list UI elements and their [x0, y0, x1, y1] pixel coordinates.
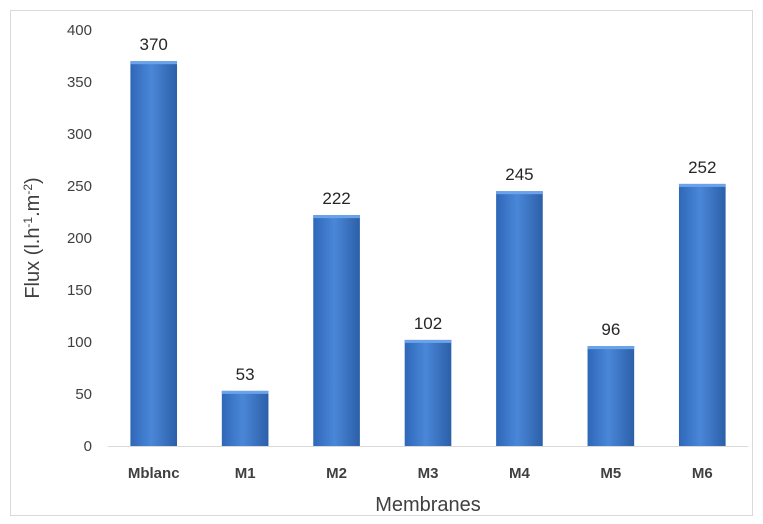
y-tick-label: 400 — [67, 22, 92, 39]
x-axis-ticks: Mblanc M1 M2 M3 M4 M5 M6 — [128, 465, 713, 482]
x-tick-label-m1: M1 — [235, 465, 256, 482]
data-labels: 370 53 222 102 245 96 252 — [140, 35, 717, 384]
x-tick-label-m5: M5 — [600, 465, 621, 482]
data-label-m1: 53 — [236, 365, 255, 384]
bar-m5 — [587, 346, 635, 446]
y-tick-label: 50 — [75, 386, 92, 403]
y-tick-label: 300 — [67, 126, 92, 143]
y-tick-label: 350 — [67, 74, 92, 91]
y-tick-label: 0 — [84, 438, 92, 455]
bar-top-highlight — [130, 61, 178, 65]
bar-top-highlight — [587, 346, 635, 350]
data-label-m4: 245 — [505, 165, 533, 184]
y-axis-title-sup2: -2 — [21, 184, 35, 195]
bar-top-highlight — [496, 191, 543, 195]
y-axis-title-sup1: -1 — [21, 217, 35, 228]
bar-m2 — [313, 215, 360, 446]
bar-m4 — [496, 191, 543, 446]
data-label-m2: 222 — [322, 189, 350, 208]
y-tick-label: 200 — [67, 230, 92, 247]
bar-top-highlight — [404, 339, 452, 343]
bar-top-highlight — [678, 183, 726, 187]
y-axis-title-mid: .m — [22, 195, 44, 217]
data-label-m6: 252 — [688, 158, 716, 177]
x-tick-label-m2: M2 — [326, 465, 347, 482]
y-tick-label: 250 — [67, 178, 92, 195]
chart-frame — [10, 10, 753, 516]
y-axis-title-end: ) — [22, 177, 44, 184]
x-tick-label-m4: M4 — [509, 465, 530, 482]
data-label-m5: 96 — [601, 320, 620, 339]
bar-m3 — [404, 339, 452, 446]
y-tick-label: 100 — [67, 334, 92, 351]
y-tick-label: 150 — [67, 282, 92, 299]
bar-top-highlight — [221, 390, 269, 394]
bar-m1 — [221, 390, 269, 446]
bar-top-highlight — [313, 215, 360, 219]
bar-m6 — [678, 183, 726, 447]
y-axis-title-main: Flux (l.h — [22, 228, 44, 299]
data-label-mblanc: 370 — [140, 35, 168, 54]
y-axis-ticks: 0 50 100 150 200 250 300 350 400 — [67, 22, 92, 455]
y-axis-title: Flux (l.h-1.m-2) — [21, 177, 44, 298]
data-label-m3: 102 — [414, 314, 442, 333]
x-tick-label-m3: M3 — [418, 465, 439, 482]
bar-mblanc — [130, 61, 178, 446]
x-tick-label-mblanc: Mblanc — [128, 465, 180, 482]
x-axis-title: Membranes — [375, 494, 481, 516]
x-tick-label-m6: M6 — [692, 465, 713, 482]
bars — [130, 61, 726, 447]
